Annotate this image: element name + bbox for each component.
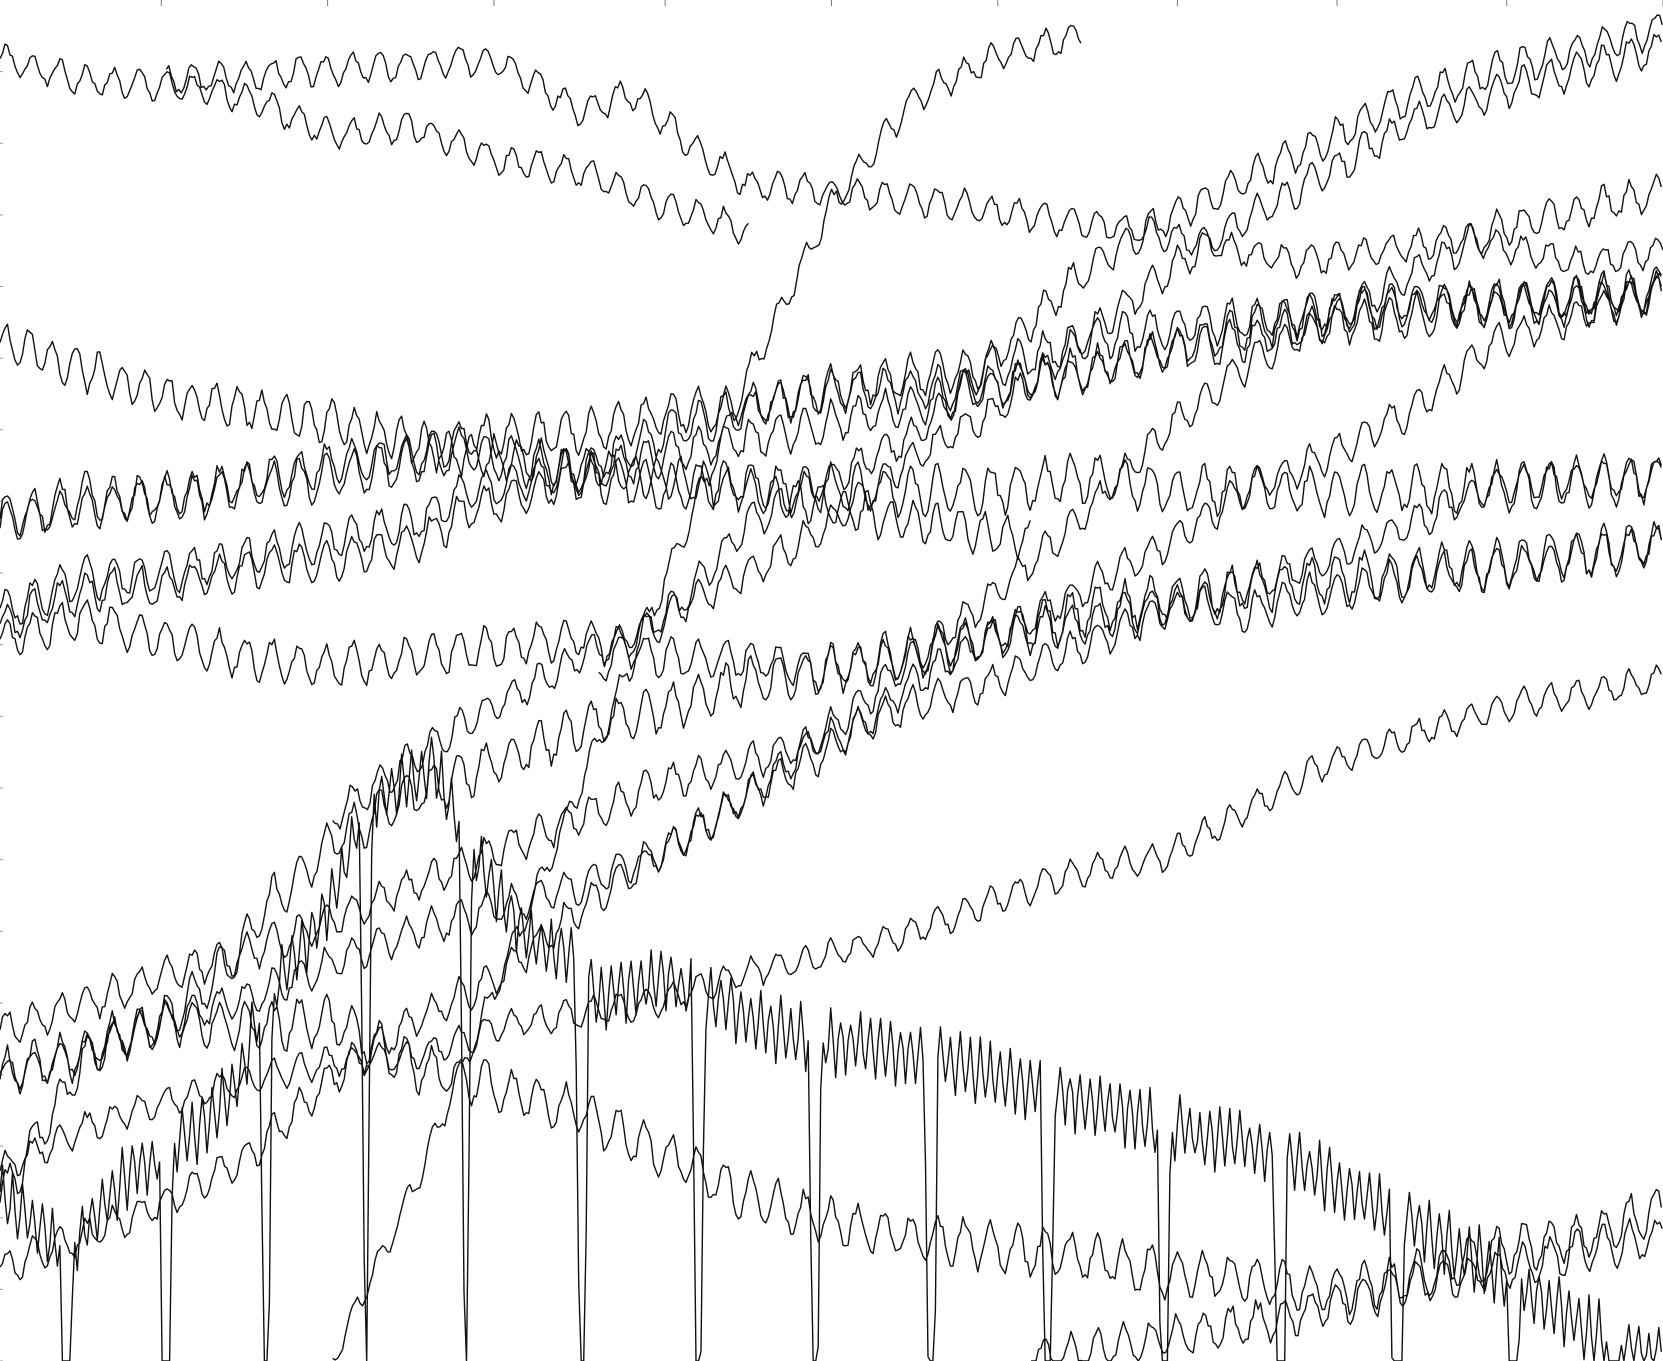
series-line — [0, 993, 1662, 1316]
series-line — [0, 736, 1662, 1361]
series-line — [0, 426, 1662, 537]
series-line — [0, 266, 1662, 639]
series-line — [0, 269, 1662, 625]
series-line — [0, 323, 1031, 560]
series-line — [598, 33, 1662, 682]
series-line — [0, 173, 1662, 1281]
series-line — [0, 43, 749, 245]
series-line — [0, 273, 1662, 1090]
series-line — [1031, 1217, 1663, 1361]
series-line — [165, 46, 1663, 279]
series-line — [0, 458, 1662, 1043]
series-line — [332, 14, 1663, 830]
series-line — [0, 664, 1662, 1177]
series-line — [0, 521, 1662, 1203]
series-line — [0, 272, 1662, 540]
series-line — [332, 24, 1082, 1361]
